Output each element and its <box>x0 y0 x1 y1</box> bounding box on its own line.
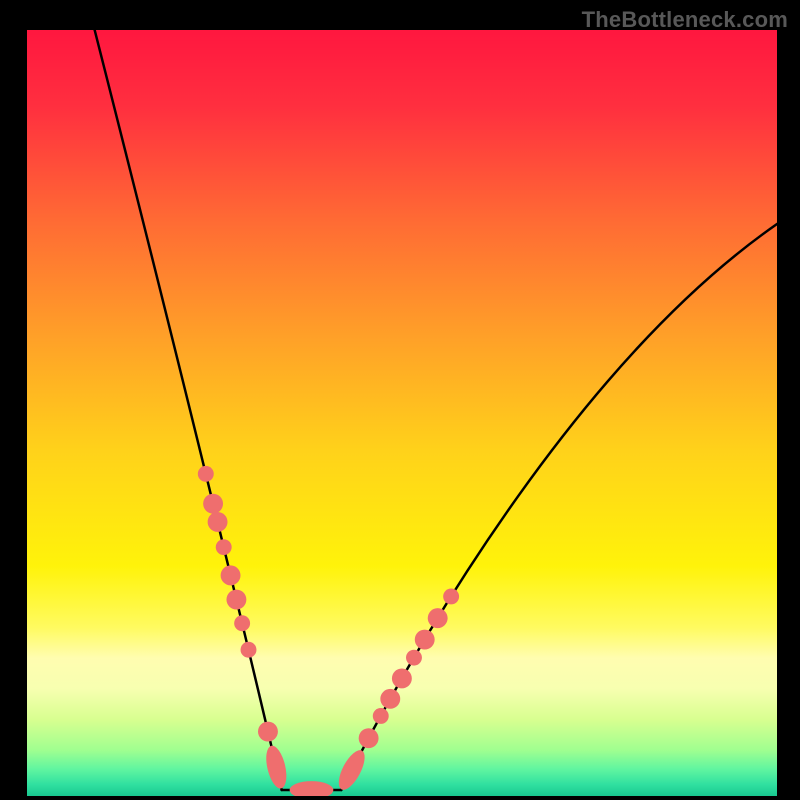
marker-dot <box>208 512 228 532</box>
marker-dot <box>406 650 422 666</box>
marker-dot <box>198 466 214 482</box>
marker-dot <box>392 669 412 689</box>
marker-dot <box>380 689 400 709</box>
marker-dot <box>415 630 435 650</box>
marker-capsule <box>334 746 370 793</box>
marker-dot <box>216 539 232 555</box>
watermark-text: TheBottleneck.com <box>582 7 788 33</box>
marker-dot <box>443 589 459 605</box>
marker-dot <box>359 728 379 748</box>
marker-capsule <box>290 781 334 796</box>
marker-dot <box>203 494 223 514</box>
marker-dot <box>221 565 241 585</box>
curve-right-branch <box>341 224 777 790</box>
marker-dot <box>428 608 448 628</box>
marker-dot <box>258 722 278 742</box>
marker-capsule <box>263 744 290 791</box>
marker-dot <box>241 642 257 658</box>
marker-dot <box>373 708 389 724</box>
marker-dot <box>226 590 246 610</box>
curve-layer <box>27 30 777 796</box>
plot-frame <box>25 28 779 798</box>
marker-dot <box>234 615 250 631</box>
curve-left-branch <box>95 30 282 790</box>
